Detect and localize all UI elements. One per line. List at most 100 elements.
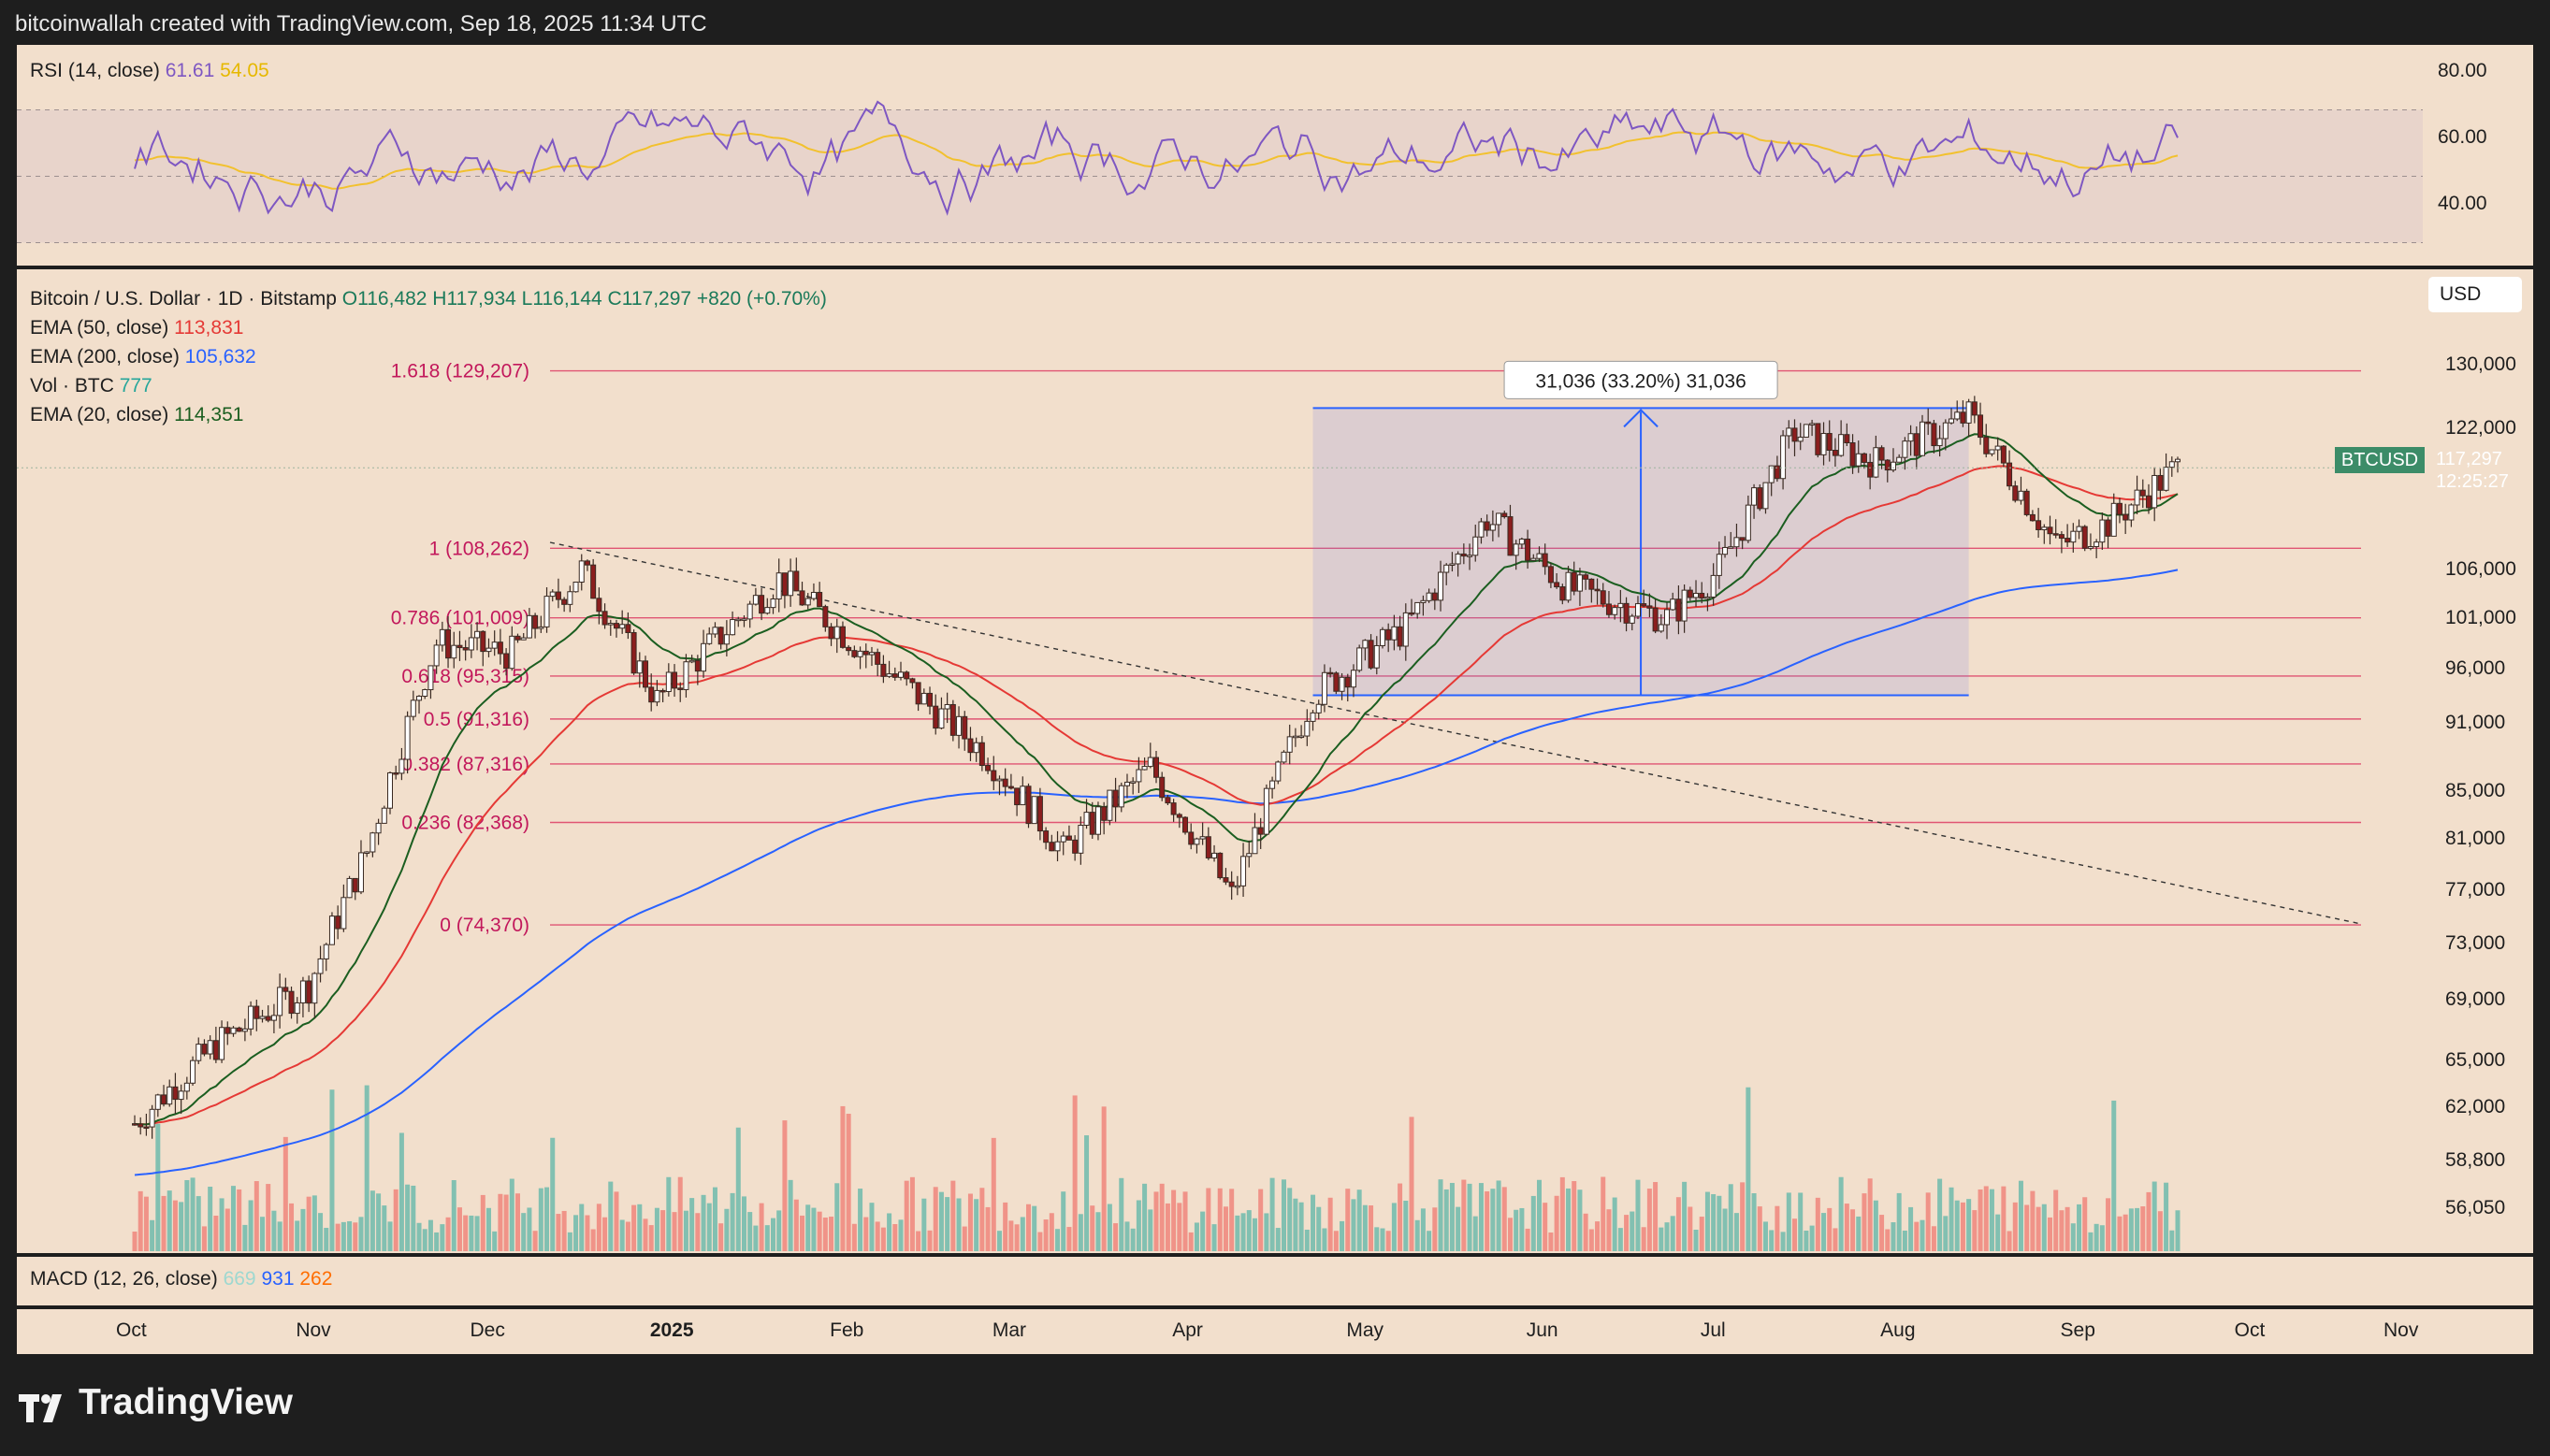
- volume-bar: [695, 1213, 701, 1251]
- volume-bar: [358, 1217, 364, 1251]
- candle-body: [335, 915, 341, 930]
- candle-body: [248, 1005, 254, 1030]
- candle-body: [427, 665, 434, 691]
- candle-body: [549, 591, 556, 598]
- volume-bar: [300, 1208, 306, 1251]
- candle-body: [190, 1060, 196, 1084]
- candle-body: [1391, 626, 1398, 641]
- volume-bar: [1624, 1215, 1630, 1251]
- measure-label: 31,036 (33.20%) 31,036: [1535, 370, 1746, 392]
- macd-value-2: 931: [261, 1268, 295, 1290]
- volume-bar: [1554, 1195, 1559, 1251]
- candle-body: [1838, 434, 1845, 456]
- tradingview-logo[interactable]: TradingView: [19, 1382, 293, 1423]
- price-tag-price: 117,297: [2436, 449, 2502, 469]
- volume-bar: [2157, 1211, 2163, 1251]
- candle-body: [143, 1126, 150, 1130]
- candle-body: [1072, 839, 1079, 854]
- candle-body: [1733, 537, 1740, 548]
- candle-body: [2023, 490, 2030, 515]
- candle-body: [1716, 554, 1722, 576]
- volume-bar: [683, 1210, 688, 1251]
- candle-body: [567, 591, 573, 605]
- volume-bar: [1217, 1188, 1223, 1251]
- volume-bar: [909, 1176, 915, 1251]
- volume-bar: [2111, 1100, 2117, 1251]
- rsi-axis[interactable]: 80.00 60.00 40.00: [2423, 45, 2533, 266]
- volume-bar: [776, 1210, 782, 1251]
- candle-body: [1327, 671, 1334, 675]
- candle-body: [532, 614, 539, 629]
- volume-bar: [706, 1203, 712, 1251]
- volume-bar: [1456, 1206, 1461, 1251]
- volume-bar: [759, 1203, 764, 1251]
- volume-bar: [1200, 1211, 1206, 1251]
- candle-body: [1414, 601, 1421, 614]
- volume-bar: [1490, 1189, 1496, 1251]
- volume-bar: [1130, 1228, 1136, 1251]
- candle-body: [770, 598, 776, 609]
- macd-panel[interactable]: MACD (12, 26, close) 669 931 262: [17, 1257, 2423, 1305]
- volume-legend[interactable]: Vol · BTC 777: [30, 371, 827, 400]
- candle-body: [503, 653, 510, 670]
- candle-body: [439, 628, 445, 646]
- volume-bar: [654, 1207, 659, 1251]
- volume-bar: [422, 1229, 427, 1251]
- volume-bar: [1008, 1220, 1014, 1251]
- time-axis[interactable]: Oct Nov Dec 2025 Feb Mar Apr May Jun Jul Aug Sep Oct…: [17, 1309, 2423, 1354]
- candle-body: [288, 990, 295, 1015]
- volume-bar: [2007, 1231, 2012, 1251]
- volume-bar: [2053, 1189, 2059, 1251]
- candle-body: [154, 1094, 161, 1110]
- currency-button[interactable]: USD: [2428, 277, 2522, 312]
- candle-body: [898, 671, 904, 678]
- candle-body: [172, 1086, 179, 1101]
- volume-bar: [283, 1136, 288, 1251]
- volume-bar: [324, 1228, 329, 1251]
- price-panel[interactable]: 1.618 (129,207) 1 (108,262) 0.786 (101,009…: [17, 269, 2423, 1253]
- candle-body: [381, 807, 387, 824]
- volume-bar: [1514, 1209, 1519, 1251]
- volume-bar: [567, 1232, 572, 1251]
- volume-bar: [2106, 1198, 2111, 1251]
- ema50-legend[interactable]: EMA (50, close) 113,831: [30, 313, 827, 342]
- price-axis[interactable]: USD 130,000 122,000 106,000 101,000 96,000 91…: [2423, 269, 2533, 1253]
- candle-body: [161, 1094, 167, 1105]
- ema200-legend[interactable]: EMA (200, close) 105,632: [30, 342, 827, 371]
- volume-bar: [2077, 1204, 2082, 1251]
- candle-body: [1292, 735, 1298, 739]
- candle-body: [810, 591, 817, 599]
- volume-bar: [1682, 1181, 1688, 1251]
- candle-body: [2041, 526, 2048, 530]
- candle-body: [1884, 459, 1891, 471]
- volume-bar: [1391, 1203, 1397, 1251]
- volume-bar: [1095, 1212, 1101, 1251]
- volume-bar: [1583, 1213, 1588, 1251]
- volume-bar: [509, 1178, 514, 1251]
- volume-bar: [1653, 1182, 1659, 1251]
- volume-bar: [271, 1210, 277, 1251]
- volume-bar: [289, 1203, 295, 1251]
- volume-bar: [724, 1208, 730, 1251]
- candle-body: [1902, 440, 1908, 458]
- fib-level-label: 1 (108,262): [429, 538, 529, 559]
- candle-body: [1867, 461, 1874, 478]
- candle-body: [1083, 812, 1090, 827]
- candle-body: [723, 634, 730, 645]
- candle-body: [1809, 423, 1816, 425]
- candle-body: [1501, 512, 1508, 518]
- rsi-panel[interactable]: RSI (14, close) 61.61 54.05: [17, 45, 2423, 266]
- volume-bar: [846, 1114, 851, 1251]
- volume-bar: [1055, 1229, 1061, 1251]
- time-tick: Nov: [296, 1319, 331, 1341]
- volume-bar: [1728, 1184, 1733, 1251]
- candle-body: [804, 598, 811, 606]
- ema20-legend[interactable]: EMA (20, close) 114,351: [30, 400, 827, 429]
- candle-body: [306, 980, 312, 1004]
- volume-bar: [550, 1137, 556, 1251]
- candle-body: [1925, 421, 1932, 425]
- volume-bar: [312, 1195, 317, 1251]
- volume-bar: [1659, 1227, 1664, 1251]
- candle-body: [962, 715, 968, 740]
- candle-body: [1507, 516, 1514, 556]
